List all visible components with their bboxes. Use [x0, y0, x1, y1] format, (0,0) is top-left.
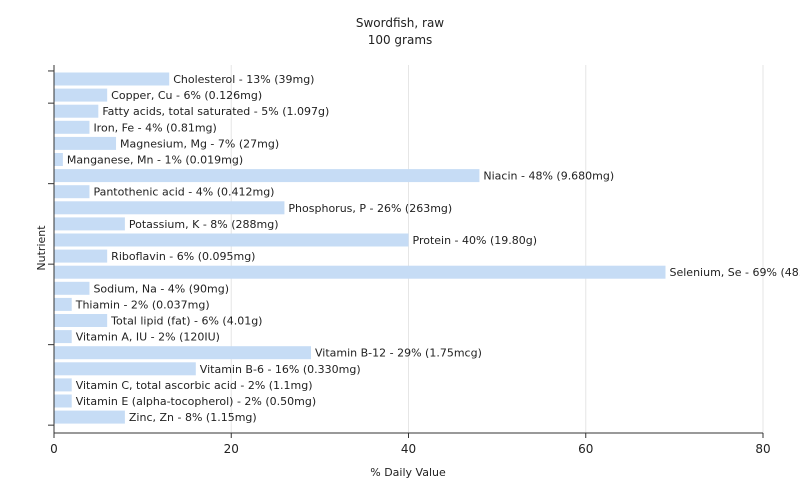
bar-label: Cholesterol - 13% (39mg) [173, 73, 314, 86]
bar [54, 120, 90, 134]
bar [54, 362, 196, 376]
bar-label: Copper, Cu - 6% (0.126mg) [111, 89, 262, 102]
bar-label: Manganese, Mn - 1% (0.019mg) [67, 154, 243, 167]
bar-label: Niacin - 48% (9.680mg) [483, 170, 614, 183]
x-tick-label: 0 [50, 442, 58, 456]
bar-labels: Cholesterol - 13% (39mg) Copper, Cu - 6% … [67, 73, 800, 424]
bar [54, 410, 125, 424]
bar-label: Vitamin A, IU - 2% (120IU) [76, 331, 220, 344]
bar [54, 378, 72, 392]
bar-label: Phosphorus, P - 26% (263mg) [288, 202, 452, 215]
bar [54, 249, 108, 263]
bar-label: Iron, Fe - 4% (0.81mg) [93, 121, 216, 134]
x-axis-label: % Daily Value [370, 466, 446, 479]
x-tick-label: 80 [755, 442, 770, 456]
bar-label: Potassium, K - 8% (288mg) [129, 218, 279, 231]
bar [54, 201, 285, 215]
bar [54, 297, 72, 311]
bar-label: Vitamin C, total ascorbic acid - 2% (1.1… [76, 379, 313, 392]
bar-label: Pantothenic acid - 4% (0.412mg) [93, 186, 274, 199]
bar [54, 314, 108, 327]
bar-label: Protein - 40% (19.80g) [413, 234, 538, 247]
bar [54, 330, 72, 344]
x-tick-label: 20 [224, 442, 239, 456]
x-tick-label: 40 [401, 442, 416, 456]
bar-label: Thiamin - 2% (0.037mg) [75, 298, 210, 311]
bar [54, 153, 63, 166]
bar-label: Magnesium, Mg - 7% (27mg) [120, 137, 279, 150]
bar-label: Selenium, Se - 69% (48.1mcg) [670, 266, 800, 279]
bar [54, 169, 480, 183]
bar-label: Zinc, Zn - 8% (1.15mg) [129, 411, 257, 424]
bar-label: Vitamin B-12 - 29% (1.75mcg) [315, 347, 482, 360]
bar [54, 233, 409, 247]
bar [54, 217, 125, 231]
bar [54, 104, 99, 118]
bar [54, 72, 170, 86]
bar-label: Fatty acids, total saturated - 5% (1.097… [102, 105, 329, 118]
bar [54, 346, 312, 360]
x-tick-label: 60 [578, 442, 593, 456]
bar [54, 136, 117, 150]
bar-label: Riboflavin - 6% (0.095mg) [111, 250, 255, 263]
y-axis-label: Nutrient [35, 225, 48, 271]
bar-label: Sodium, Na - 4% (90mg) [93, 282, 229, 295]
gridlines [230, 65, 764, 433]
bar [54, 185, 90, 199]
bar [54, 394, 72, 408]
bars [54, 72, 666, 424]
chart-subtitle: 100 grams [368, 33, 433, 47]
bar-label: Total lipid (fat) - 6% (4.01g) [110, 315, 262, 328]
axes: 0 20 40 60 80 [48, 65, 771, 456]
bar [54, 281, 90, 295]
bar [54, 265, 666, 279]
bar-label: Vitamin B-6 - 16% (0.330mg) [200, 363, 361, 376]
bar [54, 88, 108, 102]
chart-title: Swordfish, raw [356, 16, 444, 30]
bar-label: Vitamin E (alpha-tocopherol) - 2% (0.50m… [76, 395, 316, 408]
